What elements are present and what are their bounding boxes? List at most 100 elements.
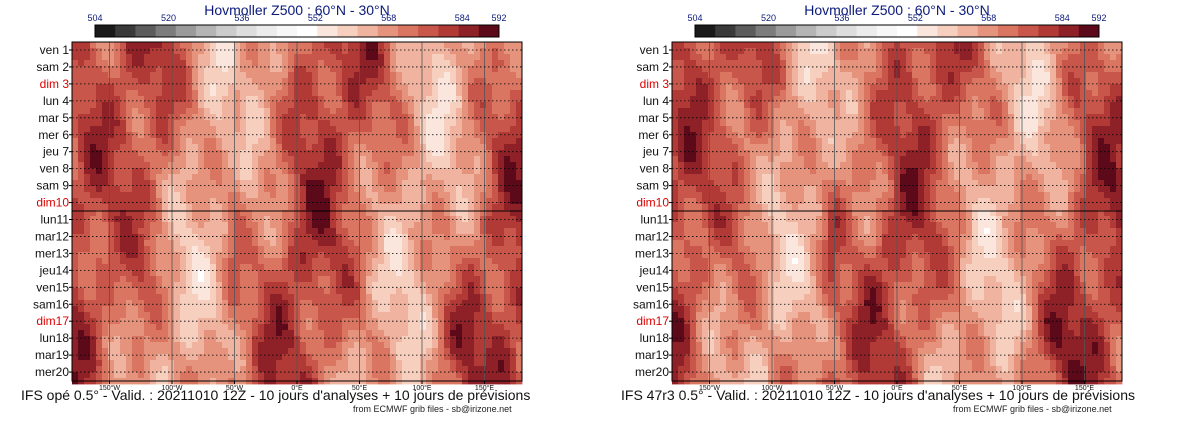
colorbar-swatch [276,25,298,37]
day-label: lun18 [640,331,670,345]
colorbar-swatch [95,25,116,37]
colorbar-swatch [1018,25,1039,37]
hovmoller-chart: Hovmoller Z500 : 60°N - 30°N 504 520 536 552… [33,2,523,392]
day-label: ven 1 [640,43,670,57]
colorbar-swatch [917,25,938,37]
colorbar-label: 520 [161,13,176,23]
colorbar-swatch [175,25,197,37]
colorbar-swatch [755,25,777,37]
colorbar-swatch [836,25,858,37]
colorbar-swatch [216,25,237,37]
colorbar-swatch [957,25,979,37]
day-label: sam 9 [36,179,69,193]
day-label: ven 8 [640,162,670,176]
lon-label: 100°W [161,384,182,392]
colorbar-swatch [377,25,399,37]
day-label: jeu 7 [42,145,69,159]
colorbar-swatch [856,25,878,37]
colorbar-swatch [715,25,736,37]
lon-label: 100°W [761,384,782,392]
lon-label: 100°E [412,384,431,392]
colorbar-swatch [937,25,959,37]
colorbar-swatch [398,25,419,37]
lon-label: 0°E [291,384,303,392]
colorbar-label: 584 [455,13,470,23]
colorbar-swatch [478,25,500,37]
day-label: sam16 [633,297,669,311]
colorbar-swatch [998,25,1019,37]
day-label: jeu14 [639,263,670,277]
day-label: lun18 [40,331,70,345]
day-label: dim10 [636,196,669,210]
day-label: mer20 [35,365,69,379]
chart-title: Hovmoller Z500 : 60°N - 30°N [804,2,990,18]
colorbar-swatch [1038,25,1060,37]
colorbar-swatch [876,25,898,37]
colorbar-swatch [297,25,318,37]
day-label: sam 2 [36,60,69,74]
colorbar-swatch [418,25,439,37]
lon-label: 150°E [475,384,494,392]
colorbar-swatch [695,25,716,37]
colorbar-label: 568 [381,13,396,23]
day-label: sam 2 [636,60,669,74]
colorbar-swatch [337,25,359,37]
hovmoller-panel-ope: Hovmoller Z500 : 60°N - 30°N 504 520 536 552… [21,2,531,414]
colorbar-label: 552 [308,13,323,23]
colorbar-swatch [458,25,480,37]
colorbar-label: 504 [687,13,702,23]
day-label: lun 4 [643,94,669,108]
day-label: jeu14 [39,263,70,277]
colorbar-frame [694,24,1100,38]
colorbar-frame [94,24,500,38]
day-label: dim 3 [40,77,70,91]
chart-caption: IFS opé 0.5° - Valid. : 20211010 12Z - 1… [21,387,531,403]
colorbar-swatch [317,25,338,37]
day-label: mar 5 [638,111,669,125]
colorbar-label: 536 [834,13,849,23]
lon-label: 50°W [826,384,844,392]
day-label: mar12 [35,229,69,243]
colorbar-swatch [236,25,258,37]
colorbar-swatch [115,25,136,37]
heatmap-field [672,42,1123,385]
day-label: mer13 [35,246,69,260]
colorbar-swatch [897,25,918,37]
day-label: sam 9 [636,179,669,193]
lon-label: 150°E [1075,384,1094,392]
colorbar-swatch [796,25,817,37]
colorbar-label: 520 [761,13,776,23]
day-label: mer 6 [638,128,669,142]
day-label: dim10 [36,196,69,210]
colorbar-label: 504 [87,13,102,23]
colorbar-swatch [1078,25,1100,37]
day-label: jeu 7 [642,145,669,159]
colorbar-label: 584 [1055,13,1070,23]
colorbar-label: 536 [234,13,249,23]
lon-label: 50°W [226,384,244,392]
hovmoller-panel-47r3: Hovmoller Z500 : 60°N - 30°N 504 520 536 552… [600,0,1200,424]
colorbar-swatch [1058,25,1080,37]
colorbar-swatch [977,25,999,37]
lon-label: 50°E [952,384,968,392]
colorbar-swatch [438,25,460,37]
day-label: mar12 [635,229,669,243]
chart-title: Hovmoller Z500 : 60°N - 30°N [204,2,390,18]
day-label: mar 5 [38,111,69,125]
day-label: mer 6 [38,128,69,142]
colorbar-label: 592 [491,13,506,23]
colorbar-swatch [735,25,757,37]
colorbar-swatch [357,25,379,37]
chart-source: from ECMWF grib files - sb@irizone.net [353,404,512,414]
colorbar-swatch [775,25,797,37]
colorbar-swatch [196,25,217,37]
day-label: dim17 [636,314,669,328]
hovmoller-chart: Hovmoller Z500 : 60°N - 30°N 504 520 536 552… [633,2,1123,392]
lon-label: 50°E [352,384,368,392]
lon-label: 0°E [891,384,903,392]
colorbar-label: 552 [908,13,923,23]
chart-caption: IFS 47r3 0.5° - Valid. : 20211010 12Z - … [621,387,1135,403]
day-label: dim 3 [640,77,670,91]
day-label: mar19 [35,348,69,362]
colorbar-swatch [135,25,157,37]
